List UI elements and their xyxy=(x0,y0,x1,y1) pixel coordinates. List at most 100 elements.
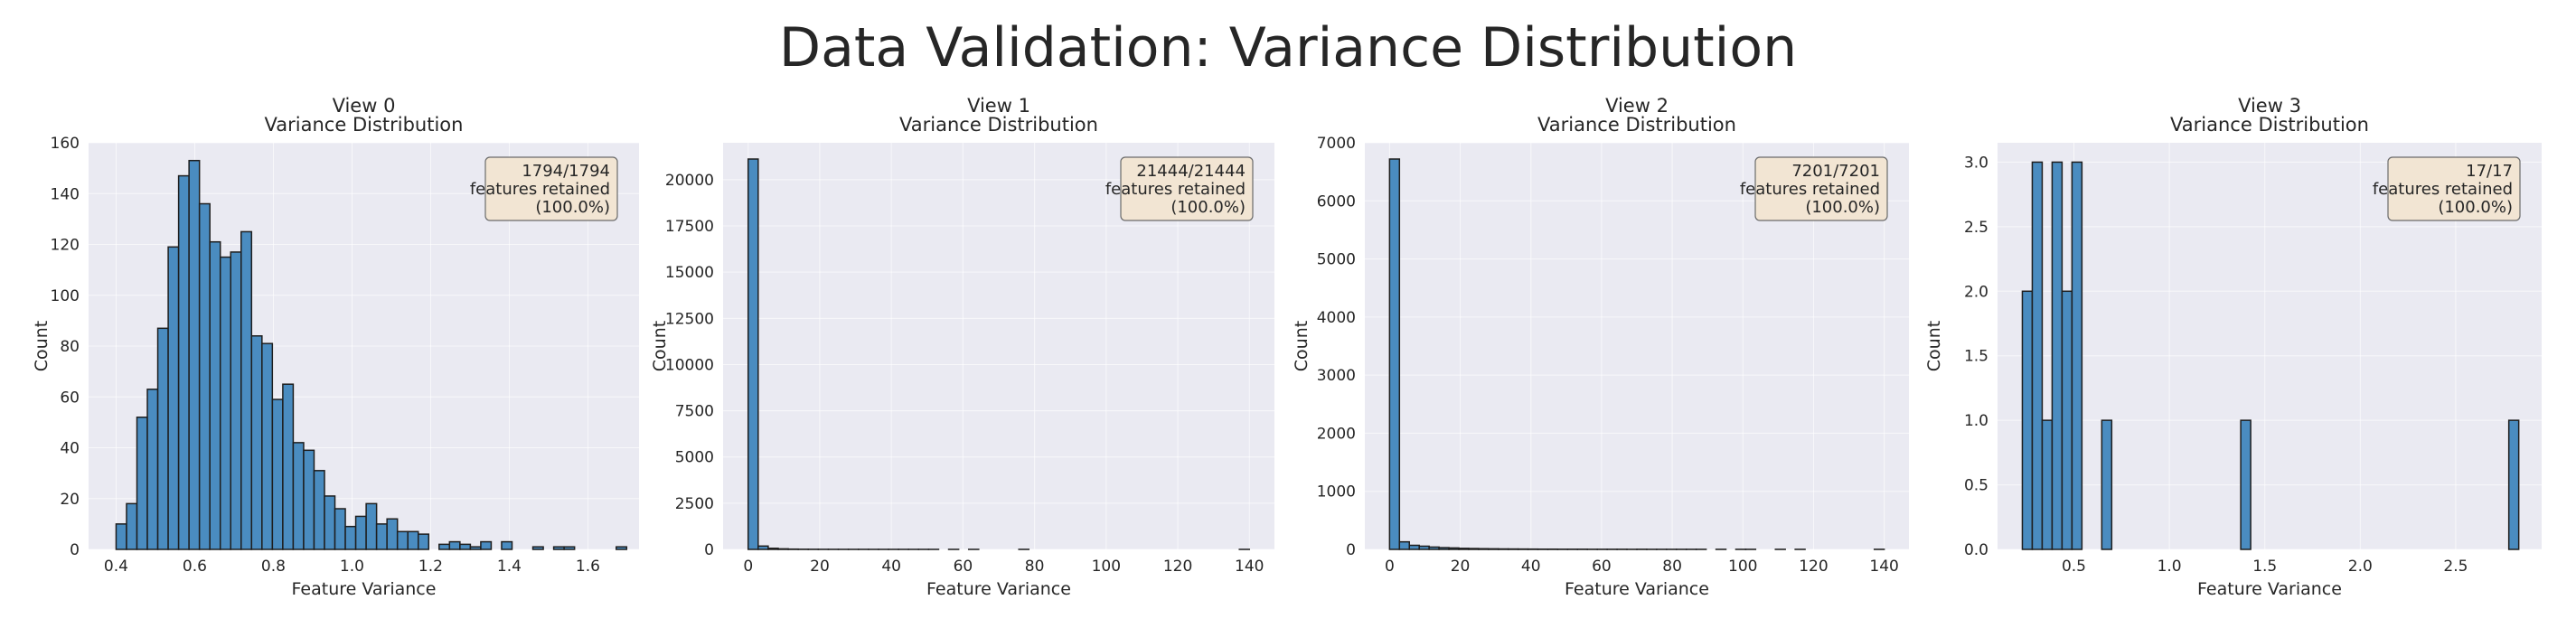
retention-annotation-line: 7201/7201 xyxy=(1791,162,1880,181)
histogram-bar xyxy=(271,398,284,550)
histogram-bar xyxy=(1428,546,1440,550)
histogram-bar xyxy=(438,543,451,550)
y-tick-label: 7500 xyxy=(675,403,714,421)
histogram-bar xyxy=(448,540,461,550)
x-tick-label: 100 xyxy=(1728,558,1757,576)
histogram-bar xyxy=(386,518,399,550)
retention-annotation-line: features retained xyxy=(1740,180,1880,199)
histogram-bar xyxy=(777,548,789,550)
retention-annotation-box xyxy=(2387,156,2521,221)
x-tick-label: 1.5 xyxy=(2252,558,2277,576)
y-tick-label: 80 xyxy=(60,338,80,356)
y-tick-label: 15000 xyxy=(665,264,714,282)
histogram-bar xyxy=(1478,548,1490,550)
histogram-bar xyxy=(1398,540,1411,550)
histogram-bar xyxy=(2021,290,2034,550)
y-tick-label: 17500 xyxy=(665,218,714,236)
subplot-title: View 2 xyxy=(1605,95,1669,117)
histogram-bar xyxy=(501,540,513,550)
histogram-bar xyxy=(407,530,419,550)
x-tick-label: 1.0 xyxy=(340,558,364,576)
x-tick-label: 0.6 xyxy=(183,558,207,576)
y-tick-label: 10000 xyxy=(665,356,714,374)
histogram-bar xyxy=(167,246,180,550)
histogram-bar xyxy=(136,417,148,550)
histogram-bar xyxy=(324,495,336,550)
histogram-bar xyxy=(480,540,493,550)
y-tick-label: 7000 xyxy=(1317,135,1356,153)
y-tick-label: 1000 xyxy=(1317,483,1356,501)
y-tick-label: 140 xyxy=(51,185,80,203)
y-tick-label: 0.5 xyxy=(1964,477,1988,495)
x-tick-label: 2.5 xyxy=(2443,558,2468,576)
subplot-title: View 3 xyxy=(2238,95,2301,117)
histogram-bar xyxy=(767,548,779,550)
histogram-bar xyxy=(1458,548,1470,550)
y-tick-label: 2.0 xyxy=(1964,283,1988,301)
retention-annotation-line: features retained xyxy=(1105,180,1246,199)
x-tick-label: 20 xyxy=(1451,558,1471,576)
retention-annotation-box xyxy=(1754,156,1888,221)
y-axis-label: Count xyxy=(1292,321,1312,371)
histogram-bar xyxy=(354,515,367,550)
retention-annotation-line: (100.0%) xyxy=(535,198,610,217)
y-tick-label: 0.0 xyxy=(1964,541,1988,559)
histogram-bar xyxy=(2240,419,2252,550)
histogram-bar xyxy=(2507,419,2520,550)
subplot-subtitle: Variance Distribution xyxy=(2170,114,2369,136)
x-tick-label: 60 xyxy=(954,558,973,576)
x-tick-label: 40 xyxy=(1521,558,1541,576)
y-tick-label: 4000 xyxy=(1317,309,1356,327)
x-axis-label: Feature Variance xyxy=(292,579,437,599)
histogram-bar xyxy=(1498,548,1509,550)
subplot-subtitle: Variance Distribution xyxy=(1537,114,1736,136)
histogram-bar xyxy=(126,502,138,550)
retention-annotation-line: 21444/21444 xyxy=(1136,162,1246,181)
histogram-bar xyxy=(459,543,472,550)
y-tick-label: 160 xyxy=(51,135,80,153)
histogram-bar xyxy=(188,159,201,550)
y-tick-label: 5000 xyxy=(1317,251,1356,269)
retention-annotation-line: features retained xyxy=(470,180,610,199)
x-tick-label: 0.4 xyxy=(104,558,128,576)
histogram-bar xyxy=(469,546,482,550)
histogram-bar xyxy=(757,545,769,550)
y-tick-label: 100 xyxy=(51,287,80,305)
y-tick-label: 40 xyxy=(60,440,80,458)
y-axis-label: Count xyxy=(32,321,52,371)
histogram-bar xyxy=(616,546,628,550)
x-axis-label: Feature Variance xyxy=(2197,579,2342,599)
histogram-bar xyxy=(375,523,388,550)
histogram-bar xyxy=(344,525,357,550)
histogram-bar xyxy=(2101,419,2113,550)
x-axis-label: Feature Variance xyxy=(926,579,1071,599)
x-tick-label: 0.8 xyxy=(261,558,286,576)
x-tick-label: 140 xyxy=(1235,558,1264,576)
y-tick-label: 0 xyxy=(704,541,714,559)
x-tick-label: 20 xyxy=(810,558,830,576)
histogram-bar xyxy=(261,342,274,550)
y-tick-label: 6000 xyxy=(1317,192,1356,211)
retention-annotation-box xyxy=(484,156,618,221)
histogram-bar xyxy=(2031,161,2044,550)
y-tick-label: 0 xyxy=(70,541,80,559)
histogram-bar xyxy=(115,523,127,550)
y-tick-label: 2.5 xyxy=(1964,219,1988,237)
histogram-bar xyxy=(219,256,232,550)
y-tick-label: 3000 xyxy=(1317,367,1356,385)
x-tick-label: 1.0 xyxy=(2158,558,2182,576)
x-tick-label: 40 xyxy=(881,558,901,576)
subplot-subtitle: Variance Distribution xyxy=(899,114,1098,136)
x-tick-label: 0 xyxy=(743,558,753,576)
histogram-bar xyxy=(240,230,253,550)
y-tick-label: 2000 xyxy=(1317,425,1356,443)
histogram-bar xyxy=(2041,419,2054,550)
x-tick-label: 60 xyxy=(1592,558,1612,576)
retention-annotation-line: (100.0%) xyxy=(2438,198,2513,217)
histogram-bar xyxy=(334,508,346,550)
